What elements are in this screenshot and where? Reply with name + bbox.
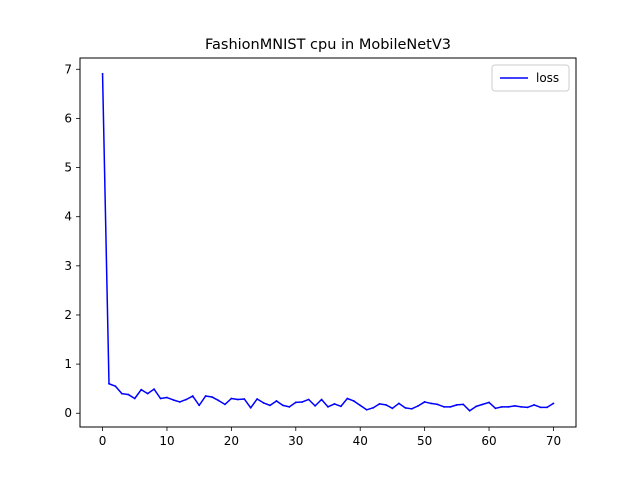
x-tick-label: 10: [159, 434, 174, 448]
data-point: [307, 398, 310, 401]
data-point: [488, 401, 490, 404]
data-point: [494, 407, 497, 410]
data-point: [391, 407, 394, 410]
data-point: [108, 382, 110, 385]
x-tick-label: 70: [546, 434, 561, 448]
data-point: [146, 392, 149, 395]
data-point: [539, 406, 542, 409]
y-tick-label: 0: [64, 406, 72, 420]
data-point: [314, 404, 317, 407]
y-tick-label: 1: [64, 357, 72, 371]
data-point: [385, 403, 387, 406]
data-point: [359, 404, 362, 407]
data-point: [236, 398, 239, 401]
data-point: [166, 396, 168, 399]
data-point: [552, 402, 555, 405]
y-tick-label: 4: [64, 210, 72, 224]
data-point: [217, 399, 220, 402]
y-tick-label: 3: [64, 259, 72, 273]
plot-series: [101, 72, 555, 412]
data-point: [372, 406, 374, 409]
data-point: [269, 404, 271, 407]
x-tick-label: 50: [417, 434, 432, 448]
data-point: [301, 401, 304, 403]
data-point: [198, 404, 201, 407]
data-point: [159, 397, 162, 400]
data-point: [352, 400, 355, 402]
x-tick-label: 30: [288, 434, 303, 448]
x-tick-label: 0: [99, 434, 107, 448]
data-point: [417, 404, 420, 407]
data-point: [178, 401, 181, 403]
data-point: [423, 401, 426, 403]
x-tick-label: 40: [353, 434, 368, 448]
axes-frame: [79, 57, 577, 428]
data-point: [230, 397, 233, 400]
data-point: [339, 405, 342, 408]
data-point: [101, 72, 104, 75]
data-point: [346, 397, 349, 400]
data-point: [443, 405, 445, 408]
data-point: [153, 388, 155, 391]
data-point: [275, 400, 278, 402]
data-point: [127, 393, 130, 396]
x-tick-label: 20: [224, 434, 239, 448]
data-point: [455, 403, 458, 406]
data-point: [507, 405, 510, 408]
data-point: [204, 395, 207, 397]
y-tick-label: 2: [64, 308, 72, 322]
legend-box: [491, 64, 570, 92]
chart-title: FashionMNIST cpu in MobileNetV3: [205, 37, 451, 53]
data-point: [262, 402, 265, 404]
data-point: [397, 402, 400, 405]
data-point: [462, 403, 465, 406]
data-point: [404, 406, 407, 409]
data-point: [546, 406, 548, 409]
y-tick-label: 6: [64, 111, 72, 125]
data-point: [211, 396, 213, 398]
data-point: [481, 403, 484, 406]
data-point: [172, 399, 175, 401]
data-point: [475, 405, 478, 408]
data-point: [243, 398, 246, 400]
data-point: [114, 385, 117, 388]
data-point: [449, 405, 452, 408]
data-point: [249, 406, 252, 409]
data-point: [436, 403, 439, 406]
data-point: [256, 398, 259, 400]
data-point: [133, 397, 136, 400]
data-point: [333, 403, 336, 405]
data-point: [191, 395, 194, 397]
data-point: [327, 405, 329, 408]
data-point: [513, 404, 516, 407]
data-point: [120, 392, 123, 395]
data-point: [501, 405, 503, 408]
data-point: [378, 403, 381, 405]
data-point: [526, 406, 529, 409]
y-tick-label: 5: [64, 161, 72, 175]
data-point: [224, 403, 226, 406]
data-point: [430, 402, 432, 405]
y-tick-label: 7: [64, 62, 72, 76]
x-tick-label: 60: [481, 434, 496, 448]
data-point: [320, 398, 323, 401]
data-point: [140, 388, 143, 391]
data-point: [410, 407, 413, 410]
legend-label: loss: [536, 71, 559, 85]
legend: loss: [491, 64, 570, 92]
data-point: [288, 405, 291, 408]
data-point: [185, 398, 188, 401]
data-point: [294, 401, 297, 404]
data-point: [468, 409, 471, 412]
data-point: [533, 403, 536, 406]
data-point: [282, 404, 284, 407]
axis-ticks: 0 10 20 30 40 50 60 70 0 1 2 3 4 5 6 7: [64, 62, 561, 448]
data-point: [365, 408, 368, 411]
data-point: [520, 405, 523, 408]
